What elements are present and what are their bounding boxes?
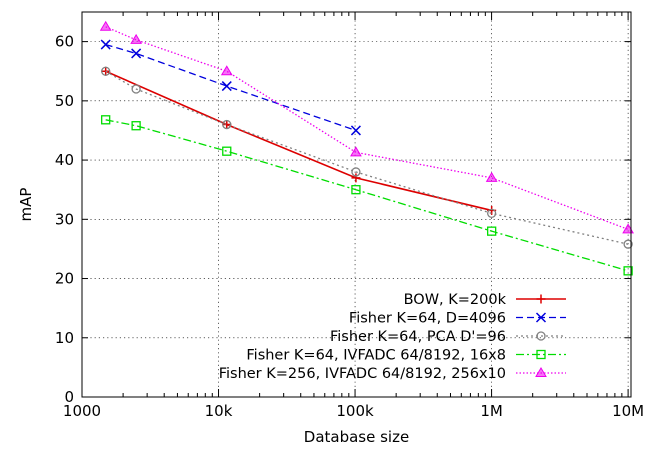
data-point [222,120,232,130]
data-point [131,48,142,59]
legend: BOW, K=200k Fisher K=64, D=4096 Fisher K=6… [219,292,566,382]
series-line [105,43,357,132]
y-tick-label: 10 [55,329,74,347]
data-point [350,146,362,157]
x-tick-label: 1M [480,402,503,420]
data-point [101,115,111,125]
plot-frame [81,11,632,398]
data-point [351,185,361,195]
legend-entry: BOW, K=200k [404,292,566,308]
data-point [623,266,633,276]
data-point [350,125,361,136]
legend-label: Fisher K=256, IVFADC 64/8192, 256x10 [219,366,506,382]
legend-label: Fisher K=64, D=4096 [349,311,506,327]
data-point [351,167,361,177]
data-point [487,208,497,219]
legend-label: BOW, K=200k [404,292,507,308]
series-line [105,119,629,272]
y-tick-label: 20 [55,270,74,288]
data-point [487,226,497,236]
series-line [105,70,629,245]
series-4 [101,115,633,276]
y-tick-label: 50 [55,92,74,110]
data-point [536,349,546,360]
legend-label: Fisher K=64, IVFADC 64/8192, 16x8 [246,348,506,364]
series-1 [101,66,497,215]
data-point [222,119,232,130]
legend-entry: Fisher K=64, D=4096 [349,311,566,327]
legend-entry: Fisher K=64, IVFADC 64/8192, 16x8 [246,348,566,364]
data-point [100,39,111,50]
data-point [536,294,546,304]
axis-ticks: 0 10 20 30 40 50 60 1000 10k 100k 1M 10M [55,12,644,420]
legend-entry: Fisher K=256, IVFADC 64/8192, 256x10 [219,366,566,382]
x-tick-label: 10M [612,402,644,420]
data-point [99,20,112,31]
series-group [99,20,634,276]
series-line [105,26,629,230]
data-point [101,66,111,76]
y-tick-label: 0 [64,388,74,406]
series-line [105,70,492,212]
data-point [130,33,142,44]
data-point [535,312,547,323]
y-tick-label: 30 [55,210,74,228]
series-5 [99,20,634,234]
data-point [131,121,141,131]
data-point [535,367,547,377]
data-point [351,173,361,183]
series-3 [101,66,633,249]
y-tick-label: 40 [55,151,74,169]
grid [82,12,631,397]
data-point [131,84,141,94]
data-point [485,171,498,182]
x-axis-label: Database size [304,428,409,446]
y-axis-label: mAP [17,188,35,222]
legend-label: Fisher K=64, PCA D'=96 [330,329,506,345]
series-2 [100,39,361,136]
data-point [622,223,634,234]
x-tick-label: 1000 [63,402,101,420]
legend-entry: Fisher K=64, PCA D'=96 [330,329,566,345]
x-tick-label: 10k [205,402,233,420]
data-point [222,146,232,156]
data-point [221,81,232,92]
data-point [220,65,233,76]
y-tick-label: 60 [55,33,74,51]
data-point [536,331,546,341]
data-point [623,239,633,249]
x-tick-label: 100k [336,402,374,420]
